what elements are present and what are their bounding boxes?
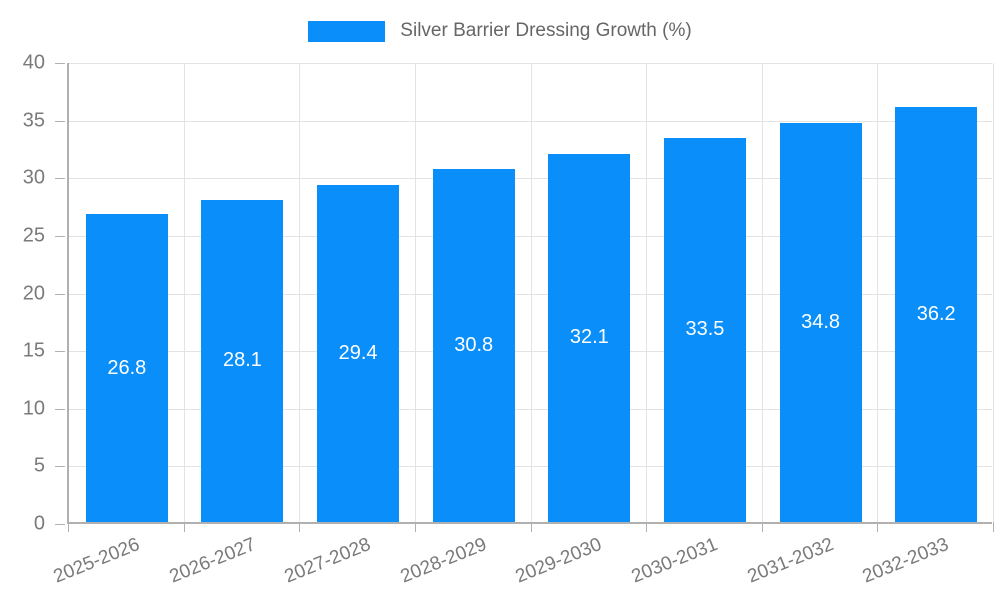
bar-cell: 30.8 [416, 63, 532, 522]
x-tick-label: 2032-2033 [859, 534, 953, 588]
y-tick-mark [55, 408, 65, 410]
y-tick-label: 25 [22, 224, 45, 247]
y-tick-mark [55, 293, 65, 295]
gridline-v [646, 63, 648, 522]
bar-cell: 36.2 [878, 63, 994, 522]
legend-swatch [308, 20, 386, 42]
x-tick-label: 2028-2029 [397, 534, 490, 588]
bar-cell: 34.8 [763, 63, 879, 522]
x-tick-label: 2027-2028 [281, 534, 374, 588]
bar-value-label: 33.5 [685, 318, 725, 341]
y-tick-mark [55, 351, 65, 353]
bar-value-label: 36.2 [916, 302, 956, 325]
x-tick-mark [68, 522, 69, 532]
y-tick-label: 35 [22, 109, 45, 132]
bar: 34.8 [779, 122, 862, 522]
bar: 29.4 [317, 184, 400, 522]
y-tick-mark [55, 524, 65, 525]
x-axis: 2025-2026 2026-2027 2027-2028 2028-2029 2029… [51, 524, 992, 600]
y-tick-label: 20 [22, 282, 45, 304]
bar: 28.1 [201, 199, 284, 522]
x-tick-label: 2025-2026 [50, 534, 143, 588]
x-tick-label: 2029-2030 [513, 534, 606, 588]
x-tick-mark [761, 522, 763, 532]
bar: 30.8 [432, 168, 515, 522]
bar-cell: 28.1 [185, 63, 301, 522]
y-tick-label: 0 [33, 512, 45, 535]
x-tick-mark [646, 522, 648, 532]
y-tick-label: 5 [33, 454, 45, 477]
gridline-v [414, 63, 416, 522]
x-tick-mark [993, 522, 994, 532]
bar: 36.2 [895, 106, 978, 522]
plot-area: 26.8 28.1 29.4 30.8 32.1 33.5 34.8 36.2 [67, 63, 994, 532]
gridline-v [299, 63, 301, 522]
gridline-v [183, 63, 185, 522]
x-tick-mark [530, 522, 532, 532]
x-tick-mark [414, 522, 416, 532]
gridline-v [530, 63, 532, 522]
bar: 33.5 [663, 137, 746, 522]
gridline-v [993, 63, 994, 522]
bar-value-label: 34.8 [801, 310, 841, 333]
y-tick-label: 40 [22, 51, 45, 74]
bar-value-label: 30.8 [454, 333, 494, 356]
bar-cell: 32.1 [532, 63, 648, 522]
bar-cell: 26.8 [69, 63, 185, 522]
y-tick-label: 15 [22, 339, 45, 362]
bar-value-label: 26.8 [107, 356, 147, 379]
y-tick-mark [55, 466, 65, 468]
bar-value-label: 28.1 [222, 349, 262, 372]
bar: 26.8 [85, 214, 168, 522]
y-tick-mark [55, 63, 65, 64]
gridline-v [761, 63, 763, 522]
x-tick-mark [877, 522, 879, 532]
y-tick-mark [55, 235, 65, 237]
x-tick-mark [183, 522, 185, 532]
y-tick-mark [55, 120, 65, 122]
x-tick-label: 2031-2032 [744, 534, 837, 588]
x-tick-label: 2026-2027 [166, 534, 259, 588]
x-tick-mark [299, 522, 301, 532]
x-tick-label: 2030-2031 [628, 534, 721, 588]
legend-label: Silver Barrier Dressing Growth (%) [400, 20, 692, 41]
bar-value-label: 32.1 [569, 326, 609, 349]
legend: Silver Barrier Dressing Growth (%) [0, 20, 1000, 42]
y-tick-mark [55, 178, 65, 180]
y-tick-label: 10 [22, 397, 45, 420]
bar-cell: 29.4 [300, 63, 416, 522]
y-tick-label: 30 [22, 166, 45, 189]
bar: 32.1 [548, 153, 631, 522]
bar-value-label: 29.4 [338, 341, 378, 364]
bar-cell: 33.5 [647, 63, 763, 522]
y-axis: 0 5 10 15 20 25 30 35 40 [0, 52, 65, 535]
gridline-v [877, 63, 879, 522]
